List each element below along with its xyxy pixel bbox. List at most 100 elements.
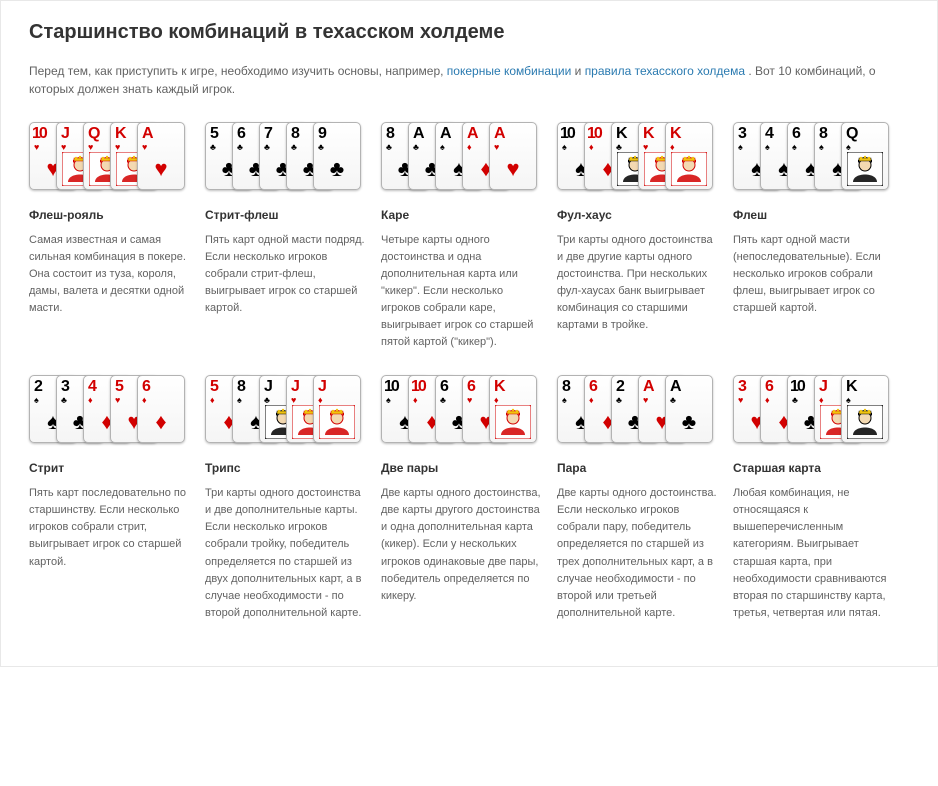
card-suit-icon: ♣ — [440, 396, 446, 405]
card-suit-icon: ♦ — [318, 396, 323, 405]
poker-hand: 8♣♣A♣♣A♠♠A♦♦A♥♥КареЧетыре карты одного д… — [381, 122, 557, 351]
card-rank: 6 — [142, 379, 151, 395]
card-suit-icon: ♥ — [142, 143, 147, 152]
card-fan: 8♠♠6♦♦2♣♣A♥♥A♣♣ — [557, 375, 717, 451]
hand-description: Пять карт последовательно по старшинству… — [29, 485, 193, 570]
card-rank: K — [670, 126, 682, 142]
link-texas-holdem-rules[interactable]: правила техасского холдема — [585, 64, 745, 78]
hand-title: Стрит — [29, 461, 193, 475]
card-rank: 10 — [587, 126, 601, 142]
card-face-art — [842, 406, 888, 438]
card-center-suit-icon: ♥ — [490, 153, 536, 185]
card-suit-icon: ♠ — [237, 396, 242, 405]
card-rank: 10 — [384, 379, 398, 395]
card-rank: 8 — [237, 379, 246, 395]
card-fan: 10♠♠10♦♦K♣ K♥ K♦ — [557, 122, 717, 198]
intro-paragraph: Перед тем, как приступить к игре, необхо… — [29, 62, 909, 98]
card-rank: J — [291, 379, 300, 395]
card-center-suit-icon: ♥ — [138, 153, 184, 185]
card-suit-icon: ♦ — [589, 143, 594, 152]
card-suit-icon: ♥ — [467, 396, 472, 405]
playing-card: A♥♥ — [137, 122, 185, 190]
card-suit-icon: ♠ — [792, 143, 797, 152]
playing-card: A♣♣ — [665, 375, 713, 443]
hand-description: Самая известная и самая сильная комбинац… — [29, 232, 193, 317]
playing-card: K♦ — [665, 122, 713, 190]
poker-hand: 5♣♣6♣♣7♣♣8♣♣9♣♣Стрит-флешПять карт одной… — [205, 122, 381, 351]
card-suit-icon: ♣ — [670, 396, 676, 405]
card-face-art — [666, 153, 712, 185]
page-title: Старшинство комбинаций в техасском холде… — [29, 21, 909, 44]
card-rank: 3 — [738, 126, 747, 142]
card-suit-icon: ♦ — [819, 396, 824, 405]
card-rank: K — [494, 379, 506, 395]
card-suit-icon: ♣ — [264, 396, 270, 405]
hand-description: Три карты одного достоинства и две други… — [557, 232, 721, 334]
card-rank: 7 — [264, 126, 273, 142]
card-suit-icon: ♣ — [386, 143, 392, 152]
card-rank: 4 — [88, 379, 97, 395]
poker-hand: 10♠♠10♦♦K♣ K♥ K♦ Фул-хаусТри карты одног… — [557, 122, 733, 351]
card-suit-icon: ♥ — [34, 143, 39, 152]
hand-description: Любая комбинация, не относящаяся к вышеп… — [733, 485, 897, 621]
card-rank: A — [467, 126, 479, 142]
card-rank: A — [670, 379, 682, 395]
playing-card: A♥♥ — [489, 122, 537, 190]
hand-description: Две карты одного достоинства, две карты … — [381, 485, 545, 604]
card-rank: 9 — [318, 126, 327, 142]
hand-title: Трипс — [205, 461, 369, 475]
hand-title: Каре — [381, 208, 545, 222]
card-fan: 3♥♥6♦♦10♣♣J♦ K♠ — [733, 375, 893, 451]
card-rank: Q — [846, 126, 858, 142]
card-rank: A — [440, 126, 452, 142]
card-suit-icon: ♥ — [291, 396, 296, 405]
poker-hand: 10♠♠10♦♦6♣♣6♥♥K♦ Две парыДве карты одног… — [381, 375, 557, 621]
playing-card: Q♠ — [841, 122, 889, 190]
hand-title: Две пары — [381, 461, 545, 475]
card-suit-icon: ♠ — [846, 396, 851, 405]
card-fan: 10♥♥J♥ Q♥ K♥ A♥♥ — [29, 122, 189, 198]
card-rank: J — [264, 379, 273, 395]
card-suit-icon: ♦ — [467, 143, 472, 152]
card-rank: 8 — [291, 126, 300, 142]
intro-middle: и — [575, 64, 585, 78]
hand-description: Пять карт одной масти (непоследовательны… — [733, 232, 897, 317]
hand-title: Пара — [557, 461, 721, 475]
card-rank: J — [819, 379, 828, 395]
card-suit-icon: ♣ — [237, 143, 243, 152]
poker-hand: 3♠♠4♠♠6♠♠8♠♠Q♠ ФлешПять карт одной масти… — [733, 122, 909, 351]
card-suit-icon: ♠ — [562, 396, 567, 405]
card-suit-icon: ♦ — [142, 396, 147, 405]
playing-card: K♠ — [841, 375, 889, 443]
card-center-suit-icon: ♦ — [138, 406, 184, 438]
card-fan: 2♠♠3♣♣4♦♦5♥♥6♦♦ — [29, 375, 189, 451]
card-rank: K — [643, 126, 655, 142]
card-center-suit-icon: ♣ — [666, 406, 712, 438]
card-rank: 2 — [34, 379, 43, 395]
card-rank: K — [616, 126, 628, 142]
card-face-art — [314, 406, 360, 438]
card-rank: Q — [88, 126, 100, 142]
card-rank: 6 — [765, 379, 774, 395]
card-rank: J — [61, 126, 70, 142]
hand-description: Пять карт одной масти подряд. Если неско… — [205, 232, 369, 317]
card-suit-icon: ♣ — [291, 143, 297, 152]
link-poker-combinations[interactable]: покерные комбинации — [447, 64, 572, 78]
hand-title: Фул-хаус — [557, 208, 721, 222]
card-suit-icon: ♥ — [88, 143, 93, 152]
poker-hand: 2♠♠3♣♣4♦♦5♥♥6♦♦СтритПять карт последоват… — [29, 375, 205, 621]
card-suit-icon: ♥ — [61, 143, 66, 152]
card-suit-icon: ♥ — [115, 396, 120, 405]
card-suit-icon: ♦ — [413, 396, 418, 405]
card-rank: 8 — [562, 379, 571, 395]
card-rank: A — [413, 126, 425, 142]
hand-description: Три карты одного достоинства и две допол… — [205, 485, 369, 621]
card-suit-icon: ♠ — [440, 143, 445, 152]
page-container: Старшинство комбинаций в техасском холде… — [0, 0, 938, 667]
hand-title: Стрит-флеш — [205, 208, 369, 222]
card-suit-icon: ♣ — [210, 143, 216, 152]
card-rank: 10 — [411, 379, 425, 395]
card-rank: 8 — [819, 126, 828, 142]
card-suit-icon: ♥ — [738, 396, 743, 405]
card-suit-icon: ♥ — [643, 396, 648, 405]
